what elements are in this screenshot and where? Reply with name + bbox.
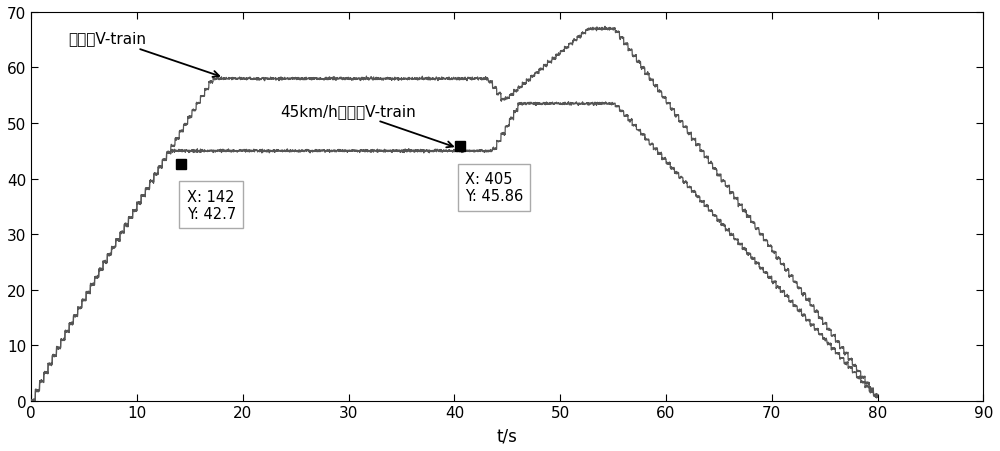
Text: X: 405
Y: 45.86: X: 405 Y: 45.86 <box>465 171 523 204</box>
Text: 45km/h限速后V-train: 45km/h限速后V-train <box>280 103 453 148</box>
X-axis label: t/s: t/s <box>497 426 518 444</box>
Text: 限速前V-train: 限速前V-train <box>68 32 219 78</box>
Text: X: 142
Y: 42.7: X: 142 Y: 42.7 <box>187 189 236 221</box>
